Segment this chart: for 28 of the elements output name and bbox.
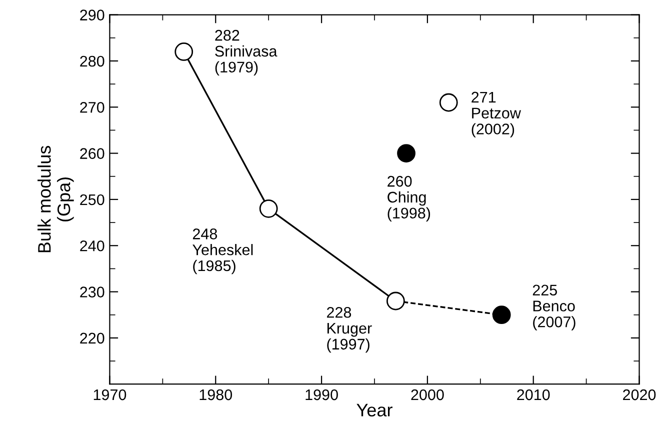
x-tick-label: 2010 — [517, 389, 550, 400]
x-axis-title: Year — [356, 404, 392, 416]
annotation: 248 Yeheskel (1985) — [192, 228, 253, 274]
annotation: 271 Petzow (2002) — [472, 92, 521, 138]
x-tick-label: 2020 — [623, 389, 656, 400]
x-tick-label: 1970 — [94, 389, 126, 400]
y-tick-label: 260 — [80, 148, 104, 159]
point — [386, 292, 405, 310]
annotation: 228 Kruger (1997) — [326, 306, 372, 353]
annotation: 282 Srinivasa (1979) — [215, 30, 278, 76]
x-tick-label: 1980 — [200, 389, 232, 400]
annotation: 260 Ching (1998) — [388, 176, 430, 222]
point — [439, 93, 458, 112]
y-tick-label: 280 — [80, 56, 104, 67]
y-tick-label: 220 — [80, 332, 104, 344]
y-tick-label: 250 — [80, 194, 104, 206]
annotation: 225 Benco (2007) — [532, 284, 576, 330]
point — [397, 144, 416, 162]
point — [259, 199, 278, 218]
y-tick-label: 270 — [80, 102, 104, 113]
x-tick-label: 1990 — [306, 389, 338, 400]
y-tick-label: 240 — [80, 240, 104, 252]
y-tick-label: 290 — [80, 10, 104, 20]
point — [492, 306, 511, 324]
y-axis-title: Bulk modulus (Gpa) — [38, 146, 74, 252]
y-tick-label: 230 — [80, 286, 104, 298]
x-tick-label: 2000 — [411, 389, 444, 400]
point — [174, 42, 194, 61]
